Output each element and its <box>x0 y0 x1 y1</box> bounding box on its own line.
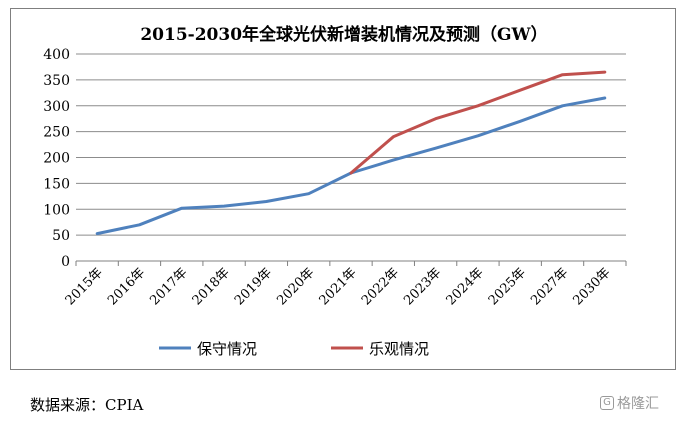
y-tick-label: 150 <box>43 176 70 192</box>
line-chart: 2015-2030年全球光伏新增装机情况及预测（GW） 0 50 100 150 200… <box>43 24 627 358</box>
y-tick-label: 50 <box>52 228 70 244</box>
y-tick-label: 0 <box>61 254 70 270</box>
x-tick-label: 2022年 <box>359 265 402 308</box>
x-tick-label: 2030年 <box>570 265 613 308</box>
watermark-logo-icon: G <box>600 396 614 410</box>
chart-frame: 2015-2030年全球光伏新增装机情况及预测（GW） 0 50 100 150 200… <box>10 8 676 370</box>
legend-label-2: 乐观情况 <box>369 340 429 358</box>
series-line-1 <box>95 96 607 236</box>
x-tick-label: 2021年 <box>317 265 360 308</box>
x-tick-label: 2015年 <box>63 265 106 308</box>
x-tick-label: 2018年 <box>190 265 233 308</box>
x-tick-label: 2016年 <box>105 265 148 308</box>
series-line-2 <box>349 70 607 175</box>
y-tick-label: 300 <box>43 99 70 115</box>
y-tick-label: 200 <box>43 151 70 167</box>
legend-label-1: 保守情况 <box>197 340 257 358</box>
watermark-text: 格隆汇 <box>617 396 659 412</box>
x-tick-label: 2019年 <box>232 265 275 308</box>
y-tick-label: 250 <box>43 125 70 141</box>
y-tick-label: 100 <box>43 202 70 218</box>
chart-title: 2015-2030年全球光伏新增装机情况及预测（GW） <box>140 24 547 45</box>
y-tick-label: 350 <box>43 73 70 89</box>
y-tick-label: 400 <box>43 47 70 63</box>
x-tick-label: 2020年 <box>274 265 317 308</box>
x-tick-label: 2027年 <box>528 265 571 308</box>
x-tick-label: 2025年 <box>486 265 529 308</box>
source-note: 数据来源：CPIA <box>30 396 144 414</box>
x-tick-label: 2017年 <box>147 265 190 308</box>
x-tick-label: 2023年 <box>401 265 444 308</box>
watermark: G 格隆汇 <box>600 393 659 413</box>
x-tick-label: 2024年 <box>444 265 487 308</box>
